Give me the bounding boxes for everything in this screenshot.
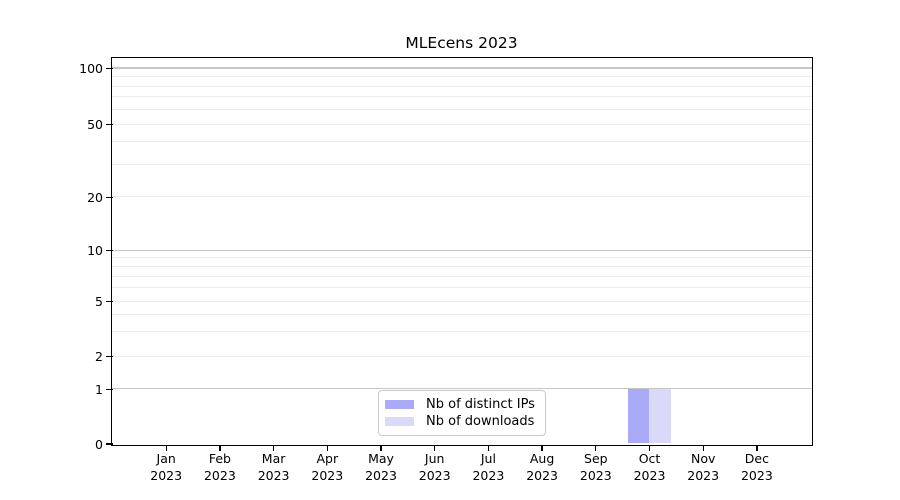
y-tick-mark-5 <box>106 301 113 303</box>
x-tick-month: Jul <box>480 451 496 466</box>
y-tick-label-20: 20 <box>87 189 103 205</box>
x-tick-month: Jun <box>424 451 445 466</box>
x-tick-mark-nov-2023 <box>702 445 704 451</box>
x-tick-month: Sep <box>584 451 608 466</box>
x-tick-month: Apr <box>316 451 339 466</box>
x-tick-month: Dec <box>744 451 769 466</box>
y-tick-mark-1 <box>106 388 113 390</box>
x-tick-label-mar-2023: Mar 2023 <box>246 451 302 484</box>
y-tick-label-0: 0 <box>95 436 103 452</box>
bar-nb-of-downloads-oct-2023 <box>649 388 671 444</box>
gridline-minor-80 <box>112 85 812 87</box>
x-tick-month: Oct <box>638 451 661 466</box>
chart-title: MLEcens 2023 <box>405 34 518 52</box>
y-tick-mark-2 <box>106 356 113 358</box>
x-tick-year: 2023 <box>150 467 183 483</box>
x-tick-month: May <box>368 451 394 466</box>
y-tick-label-10: 10 <box>87 243 103 259</box>
legend-label-0: Nb of distinct IPs <box>426 397 535 412</box>
y-tick-mark-10 <box>106 250 113 252</box>
x-tick-mark-jan-2023 <box>165 445 167 451</box>
x-tick-mark-aug-2023 <box>541 445 543 451</box>
gridline-major-1 <box>112 388 812 390</box>
y-tick-mark-100 <box>106 67 113 70</box>
x-tick-year: 2023 <box>365 467 397 483</box>
legend-swatch-icon <box>385 417 414 426</box>
x-tick-year: 2023 <box>633 467 666 483</box>
x-tick-label-may-2023: May 2023 <box>353 451 409 484</box>
y-tick-mark-20 <box>106 196 113 198</box>
x-tick-label-nov-2023: Nov 2023 <box>675 451 731 484</box>
y-tick-label-5: 5 <box>95 294 103 310</box>
x-tick-label-apr-2023: Apr 2023 <box>299 451 355 484</box>
y-tick-label-1: 1 <box>95 381 103 397</box>
x-tick-mark-apr-2023 <box>326 445 328 451</box>
x-tick-year: 2023 <box>687 467 720 483</box>
x-tick-month: Aug <box>529 451 555 466</box>
y-tick-mark-50 <box>106 124 113 126</box>
x-tick-mark-jun-2023 <box>434 445 436 451</box>
x-tick-label-jul-2023: Jul 2023 <box>460 451 516 484</box>
x-tick-label-sep-2023: Sep 2023 <box>568 451 624 484</box>
x-tick-label-oct-2023: Oct 2023 <box>622 451 678 484</box>
gridline-minor-90 <box>112 75 812 78</box>
y-tick-mark-0 <box>106 443 113 445</box>
gridline-minor-9 <box>112 257 812 259</box>
x-tick-year: 2023 <box>579 467 612 483</box>
x-tick-month: Nov <box>690 451 716 466</box>
gridline-minor-60 <box>112 108 812 110</box>
plot-area <box>111 57 813 446</box>
legend-swatch-icon <box>385 400 414 409</box>
gridline-minor-8 <box>112 266 812 268</box>
gridline-major-10 <box>112 249 812 251</box>
x-tick-mark-may-2023 <box>380 445 382 451</box>
gridline-minor-70 <box>112 96 812 98</box>
gridline-minor-40 <box>112 141 812 143</box>
legend-item-0: Nb of distinct IPs <box>385 396 537 413</box>
legend-label-1: Nb of downloads <box>426 414 535 429</box>
x-tick-month: Mar <box>261 451 286 466</box>
gridline-minor-2 <box>112 355 812 357</box>
x-tick-label-aug-2023: Aug 2023 <box>514 451 570 484</box>
y-tick-label-100: 100 <box>79 61 103 76</box>
y-tick-label-2: 2 <box>95 349 103 365</box>
gridline-minor-7 <box>112 275 812 277</box>
legend: Nb of distinct IPs Nb of downloads <box>378 390 546 436</box>
gridline-minor-5 <box>112 300 812 302</box>
x-tick-month: Jan <box>156 451 176 466</box>
gridline-minor-30 <box>112 164 812 166</box>
x-tick-year: 2023 <box>257 467 290 483</box>
x-tick-mark-dec-2023 <box>756 445 758 451</box>
gridline-minor-3 <box>112 331 812 333</box>
x-tick-mark-mar-2023 <box>272 445 275 451</box>
x-tick-mark-jul-2023 <box>487 445 490 451</box>
x-tick-year: 2023 <box>418 467 451 483</box>
x-tick-mark-sep-2023 <box>595 445 597 451</box>
x-tick-mark-oct-2023 <box>648 445 651 451</box>
x-tick-label-jan-2023: Jan 2023 <box>138 451 194 484</box>
x-tick-label-jun-2023: Jun 2023 <box>407 451 463 484</box>
x-tick-mark-feb-2023 <box>219 445 221 451</box>
x-tick-label-dec-2023: Dec 2023 <box>729 451 785 484</box>
x-tick-year: 2023 <box>203 467 236 483</box>
x-tick-year: 2023 <box>740 467 773 483</box>
gridline-minor-6 <box>112 287 812 289</box>
legend-item-1: Nb of downloads <box>385 413 537 430</box>
x-tick-month: Feb <box>208 451 231 466</box>
y-tick-label-50: 50 <box>87 117 103 133</box>
x-tick-year: 2023 <box>526 467 558 483</box>
gridline-minor-4 <box>112 314 812 316</box>
gridline-major-100 <box>112 67 812 69</box>
bar-nb-of-distinct-ips-oct-2023 <box>627 388 649 444</box>
gridline-minor-50 <box>112 123 812 125</box>
x-tick-year: 2023 <box>472 467 505 483</box>
x-tick-label-feb-2023: Feb 2023 <box>192 451 248 484</box>
gridline-minor-20 <box>112 196 812 198</box>
x-tick-year: 2023 <box>311 467 344 483</box>
